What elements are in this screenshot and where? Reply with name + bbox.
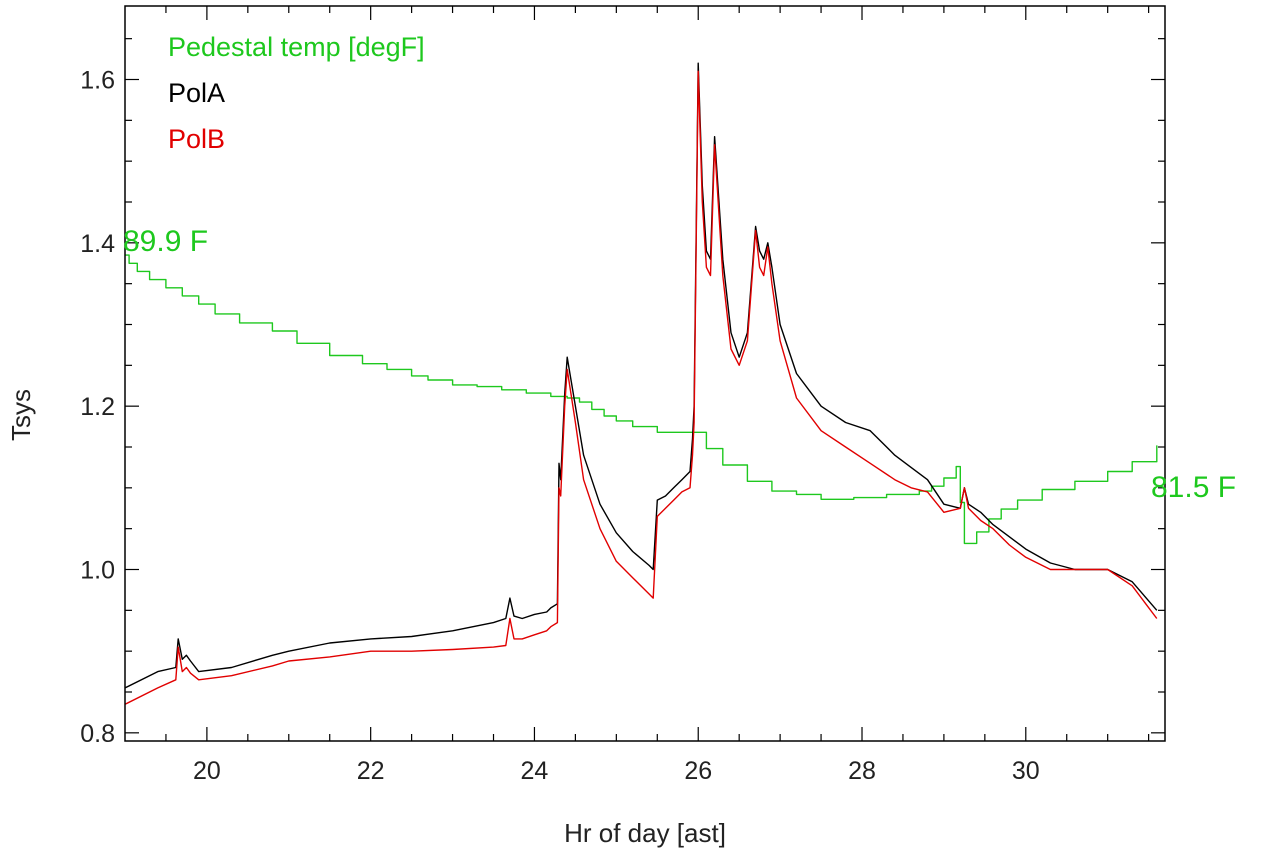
series-line-pedestal-temp-degf bbox=[125, 254, 1158, 545]
tick-layer bbox=[125, 6, 1165, 741]
y-tick-label: 0.8 bbox=[80, 720, 115, 748]
x-tick-label: 24 bbox=[521, 757, 549, 785]
x-axis-title: Hr of day [ast] bbox=[564, 818, 726, 848]
y-tick-label: 1.4 bbox=[80, 230, 115, 258]
series-layer bbox=[124, 62, 1158, 705]
legend-entry-polb: PolB bbox=[168, 124, 225, 154]
annotation-end-temp: 81.5 F bbox=[1151, 471, 1236, 504]
legend: Pedestal temp [degF] PolA PolB bbox=[168, 32, 425, 154]
x-tick-label: 22 bbox=[357, 757, 385, 785]
legend-entry-pola: PolA bbox=[168, 78, 225, 108]
tick-label-layer: 20 22 24 26 28 30 0.8 1.0 1.2 1.4 1.6 bbox=[80, 67, 1039, 786]
plot-frame bbox=[124, 5, 1166, 742]
annotation-start-temp: 89.9 F bbox=[123, 225, 208, 258]
x-tick-label: 30 bbox=[1012, 757, 1040, 785]
y-tick-label: 1.0 bbox=[80, 557, 115, 585]
x-tick-label: 28 bbox=[848, 757, 876, 785]
y-axis-title: Tsys bbox=[6, 389, 36, 441]
series-line-pola bbox=[124, 62, 1158, 689]
x-tick-label: 20 bbox=[193, 757, 221, 785]
x-tick-label: 26 bbox=[684, 757, 712, 785]
y-tick-label: 1.6 bbox=[80, 67, 115, 95]
series-line-polb bbox=[124, 70, 1158, 705]
legend-entry-pedestal-temp: Pedestal temp [degF] bbox=[168, 32, 425, 62]
y-tick-label: 1.2 bbox=[80, 393, 115, 421]
